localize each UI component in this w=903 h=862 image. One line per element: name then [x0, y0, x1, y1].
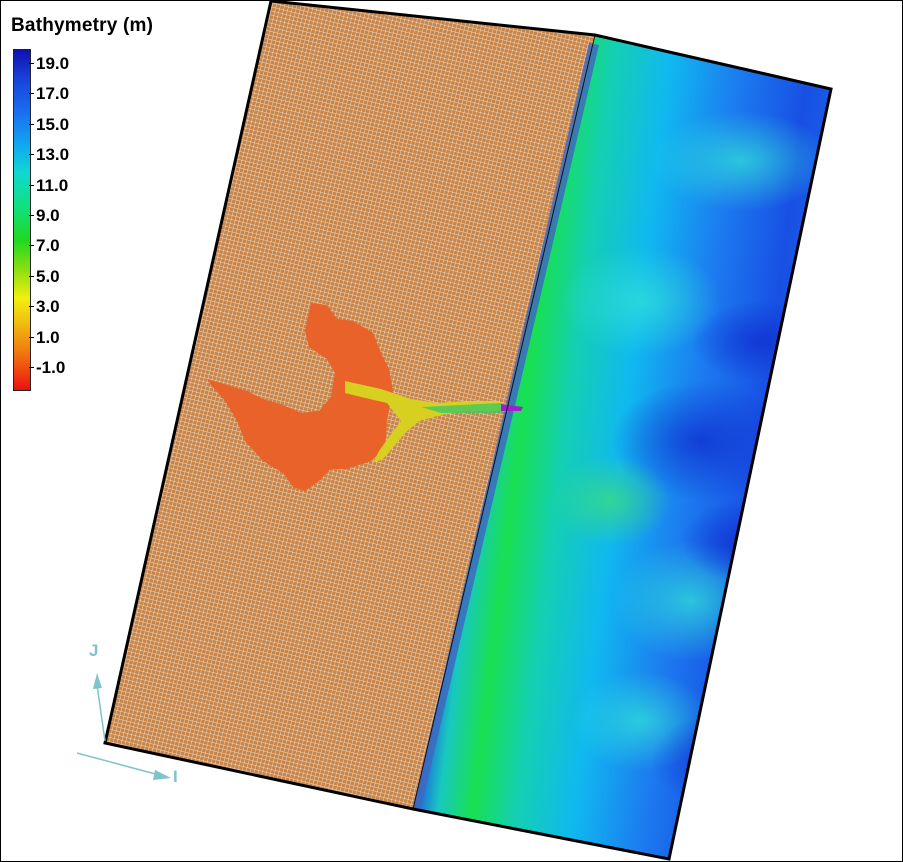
- lagoon: [207, 303, 393, 491]
- ij-axis-indicator: [76, 673, 171, 780]
- legend-tick-label: 9.0: [36, 206, 60, 225]
- legend-tick-mark: [29, 123, 34, 125]
- legend-tick-label: 11.0: [36, 175, 69, 195]
- legend-body: 19.0 17.0 15.0 13.0 11.0 9.0 7.0 5.0 3.0 1.0 -1.0: [11, 49, 153, 394]
- legend-title: Bathymetry (m): [11, 15, 154, 36]
- legend-tick-label: -1.0: [36, 358, 66, 377]
- legend-tick-label: 15.0: [36, 114, 70, 134]
- legend-tick-mark: [29, 367, 34, 368]
- i-axis-label: I: [173, 767, 178, 786]
- legend-tick-label: 5.0: [36, 266, 60, 286]
- legend-tick-mark: [29, 184, 34, 186]
- legend-tick-mark: [29, 93, 34, 95]
- j-axis-label: J: [89, 641, 99, 660]
- legend-colorbar: [13, 49, 31, 391]
- legend-tick-mark: [29, 154, 34, 156]
- legend-tick-label: 17.0: [36, 84, 70, 104]
- shore-strip: [413, 43, 599, 809]
- legend-tick-label: 13.0: [36, 145, 70, 165]
- legend-tick-label: 1.0: [36, 327, 60, 347]
- legend-tick-label: 19.0: [36, 54, 70, 73]
- legend-tick-mark: [29, 63, 34, 64]
- legend-tick-mark: [29, 275, 34, 277]
- legend-tick-label: 7.0: [36, 236, 60, 256]
- legend-tick-mark: [29, 245, 34, 247]
- bathymetry-legend: Bathymetry (m) 19.0 17.0 15.0 13.0 11.0 9.0 7.…: [11, 15, 153, 394]
- lagoon-channel: [345, 381, 513, 463]
- legend-tick-label: 3.0: [36, 297, 60, 317]
- legend-tick-mark: [29, 306, 34, 308]
- legend-tick-mark: [29, 215, 34, 216]
- legend-tick-mark: [29, 336, 34, 338]
